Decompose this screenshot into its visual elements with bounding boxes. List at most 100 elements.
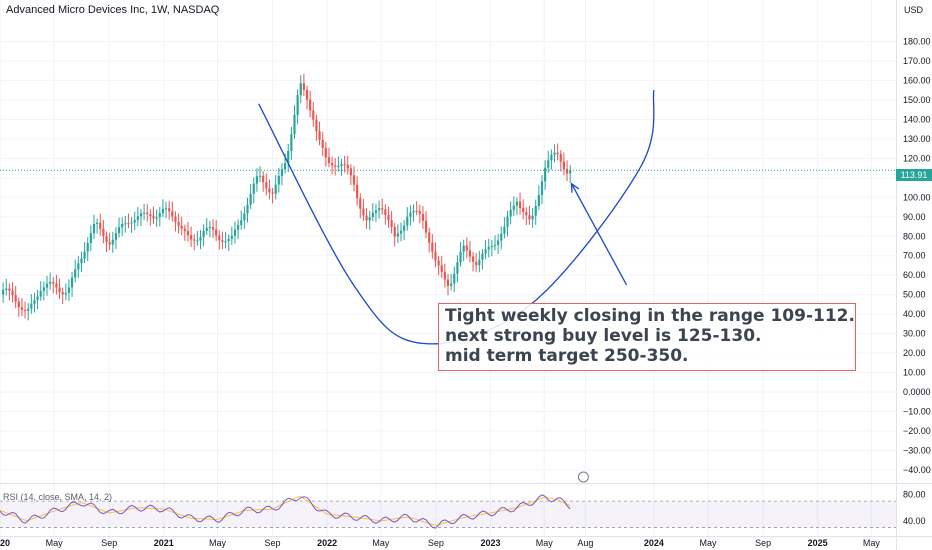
candle-body xyxy=(528,215,531,220)
candle-body xyxy=(450,283,453,286)
candle-body xyxy=(99,222,102,229)
candle-body xyxy=(55,283,58,288)
candle-body xyxy=(146,212,149,215)
y-tick-label: −40.00 xyxy=(903,465,931,475)
candle-body xyxy=(283,163,287,170)
candle-body xyxy=(537,194,540,206)
candle-body xyxy=(500,233,503,241)
symbol-title: Advanced Micro Devices Inc, 1W, NASDAQ xyxy=(6,4,220,16)
candle-body xyxy=(102,228,105,237)
rsi-tick-label: 80.00 xyxy=(903,490,926,500)
candle-body xyxy=(522,207,525,213)
candle-body xyxy=(255,176,258,184)
candle-body xyxy=(17,301,20,308)
candle-body xyxy=(368,217,371,221)
candle-body xyxy=(434,251,437,261)
candle-body xyxy=(293,114,296,135)
candle-body xyxy=(11,290,14,296)
candle-body xyxy=(365,215,368,221)
candle-body xyxy=(258,175,262,177)
y-tick-label: 40.00 xyxy=(903,309,926,319)
x-tick-label: May xyxy=(863,538,881,548)
candle-body xyxy=(437,260,440,266)
candle-body xyxy=(52,281,55,284)
candle-body xyxy=(465,245,468,251)
y-tick-label: 100.00 xyxy=(903,192,931,202)
candle-body xyxy=(211,227,215,230)
y-tick-label: 170.00 xyxy=(903,56,931,66)
annotation-note[interactable]: Tight weekly closing in the range 109-11… xyxy=(438,303,856,371)
candle-body xyxy=(265,182,268,189)
candle-body xyxy=(518,201,522,208)
candle-body xyxy=(312,110,315,120)
candle-body xyxy=(390,220,393,227)
candle-body xyxy=(562,161,566,169)
candle-body xyxy=(302,83,305,90)
candle-body xyxy=(506,216,509,227)
candle-body xyxy=(377,208,381,211)
candle-body xyxy=(346,164,349,169)
candle-body xyxy=(70,277,74,288)
candle-body xyxy=(334,165,337,167)
y-tick-label: −20.00 xyxy=(903,426,931,436)
candle-body xyxy=(121,223,124,228)
candle-body xyxy=(237,224,240,230)
candle-body xyxy=(274,184,277,194)
candle-body xyxy=(2,289,5,295)
candle-body xyxy=(249,193,252,205)
candle-body xyxy=(475,261,478,266)
x-tick-label: 2021 xyxy=(154,538,174,548)
candle-body xyxy=(174,216,177,222)
candle-body xyxy=(315,119,318,132)
y-tick-label: −10.00 xyxy=(903,407,931,417)
candle-body xyxy=(139,213,143,217)
candle-body xyxy=(8,288,11,291)
candle-body xyxy=(218,235,221,241)
candle-body xyxy=(80,258,83,264)
candle-body xyxy=(356,184,359,199)
candle-body xyxy=(490,246,493,248)
arrow-head xyxy=(570,182,580,193)
candle-body xyxy=(468,250,472,257)
candle-body xyxy=(168,208,171,212)
candle-body xyxy=(155,217,158,219)
y-tick-label: 150.00 xyxy=(903,95,931,105)
candle-body xyxy=(327,157,331,164)
candle-body xyxy=(340,164,343,166)
x-tick-label: Sep xyxy=(428,538,444,548)
candle-body xyxy=(105,236,108,243)
candle-body xyxy=(133,219,136,223)
y-tick-label: 140.00 xyxy=(903,114,931,124)
x-tick-label: May xyxy=(209,538,227,548)
candle-body xyxy=(233,229,237,236)
candle-body xyxy=(305,89,309,100)
candle-body xyxy=(503,226,506,234)
earnings-icon xyxy=(577,471,589,483)
y-tick-label: 120.00 xyxy=(903,153,931,163)
candle-body xyxy=(183,228,186,232)
candle-body xyxy=(108,242,111,245)
candle-body xyxy=(540,181,544,195)
candle-body xyxy=(497,240,500,246)
candle-body xyxy=(227,238,230,242)
rsi-ma-line xyxy=(0,495,571,526)
rsi-band xyxy=(0,501,896,528)
candle-body xyxy=(42,287,45,292)
candle-body xyxy=(136,216,139,220)
candle-body xyxy=(143,212,146,214)
candle-body xyxy=(164,208,168,210)
y-tick-label: 10.00 xyxy=(903,368,926,378)
candle-body xyxy=(196,240,199,242)
candle-body xyxy=(534,205,537,216)
candle-body xyxy=(418,211,421,214)
candle-body xyxy=(190,235,193,240)
candle-body xyxy=(525,212,528,216)
candle-body xyxy=(271,192,274,194)
candle-body xyxy=(161,208,165,214)
candle-body xyxy=(287,150,290,164)
rsi-tick-label: 40.00 xyxy=(903,516,926,526)
candle-body xyxy=(371,212,374,218)
candle-body xyxy=(208,227,211,229)
candle-body xyxy=(459,251,462,263)
